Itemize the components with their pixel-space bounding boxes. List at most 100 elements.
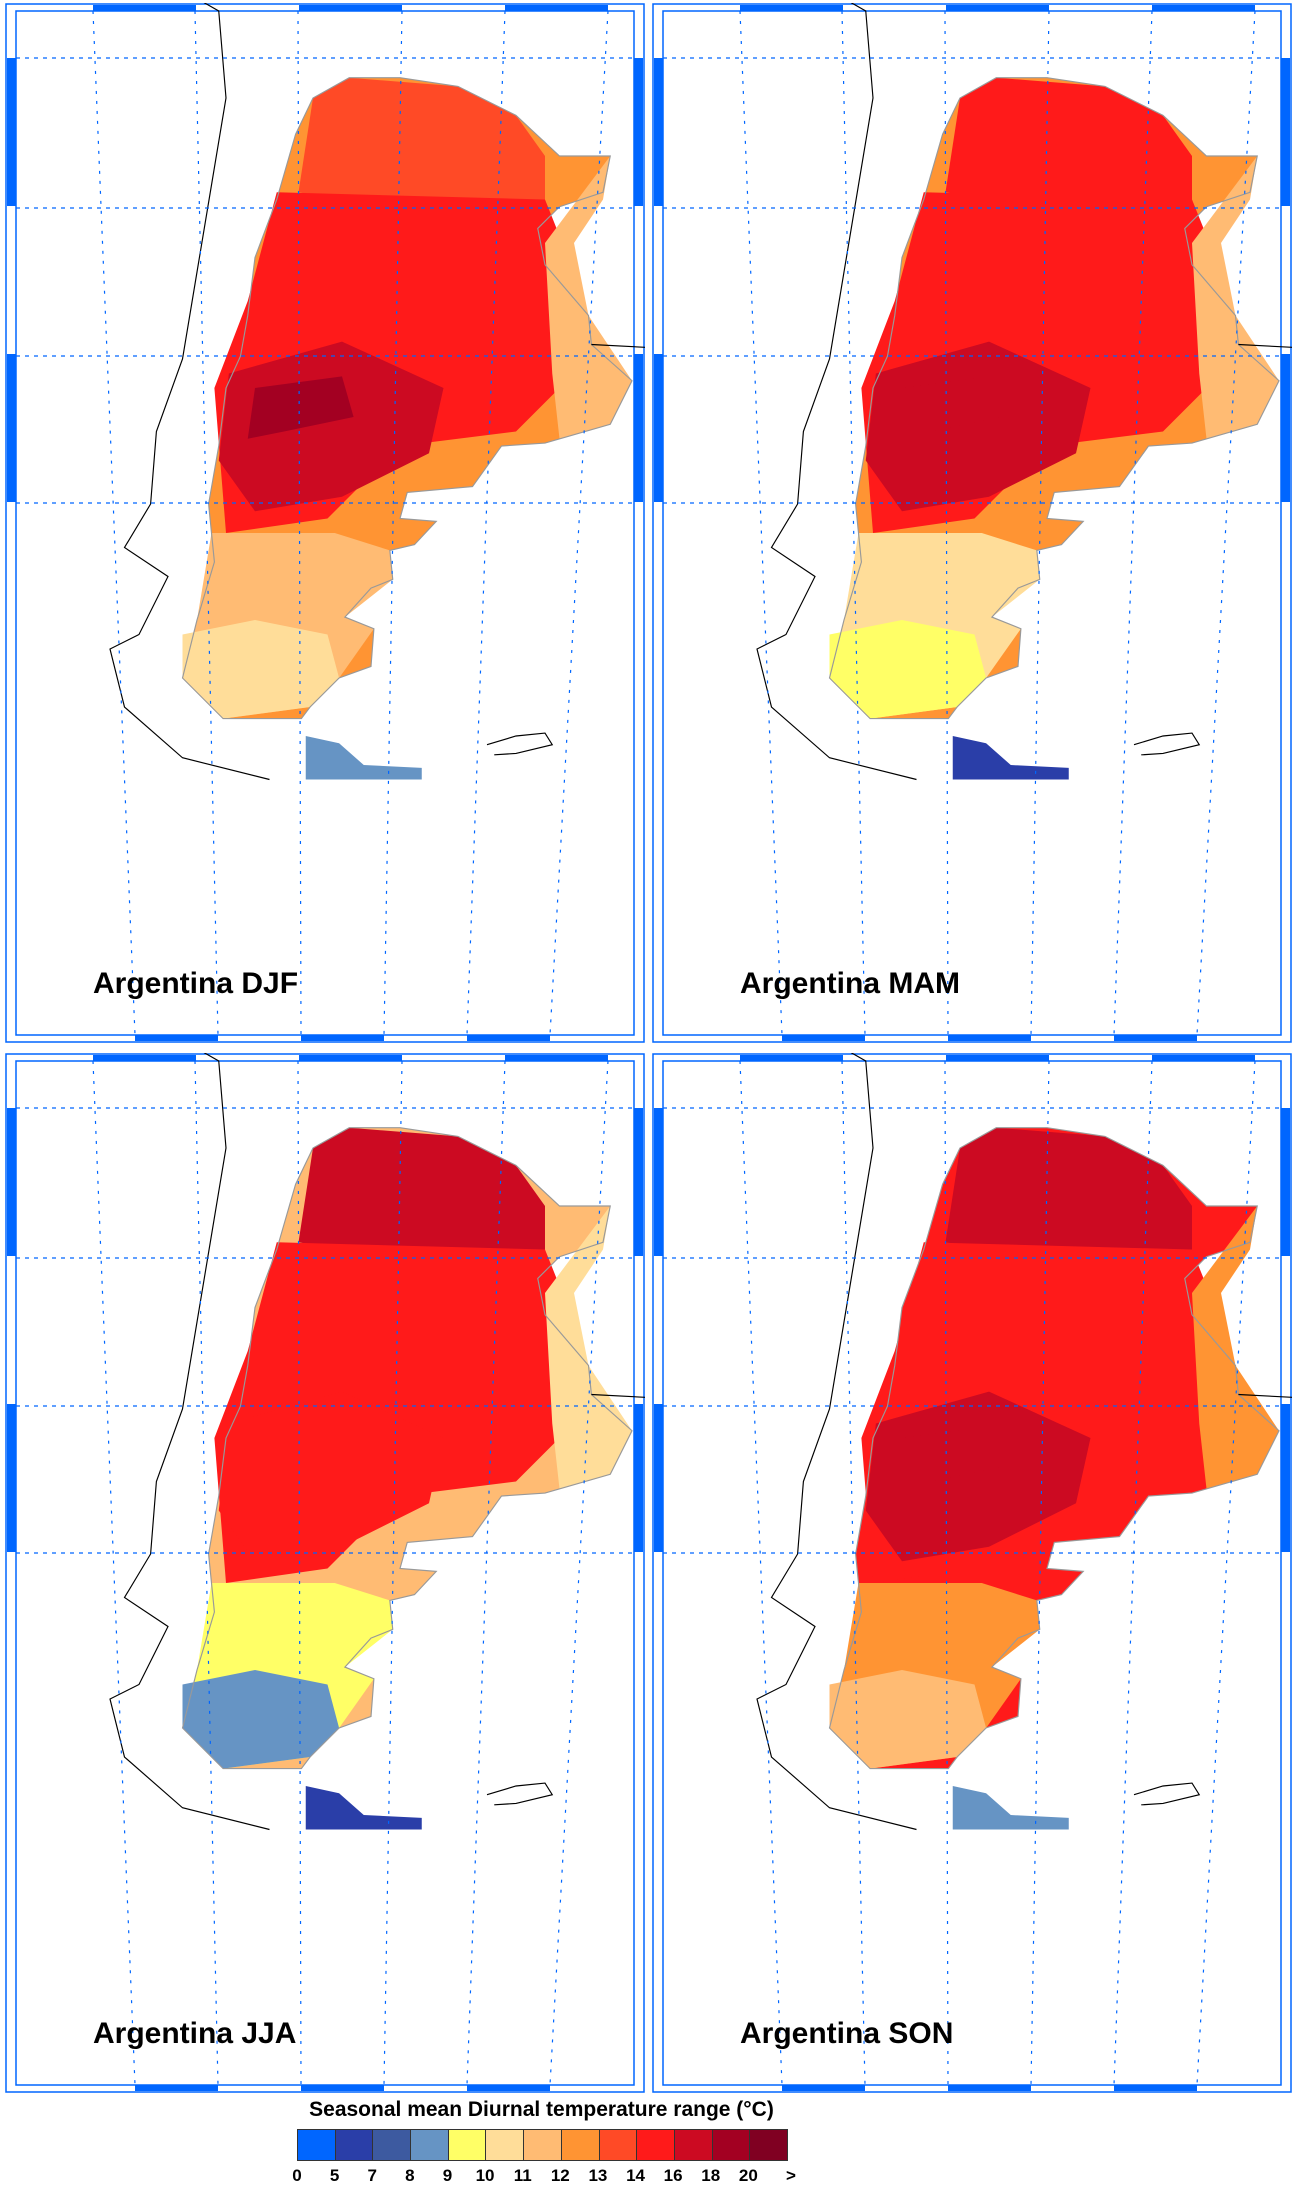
border-segment bbox=[135, 2085, 218, 2091]
argentina-border bbox=[181, 77, 633, 720]
chile-coastline bbox=[109, 1053, 270, 1831]
colorbar-tick-label: 8 bbox=[405, 2166, 415, 2185]
colorbar-swatch bbox=[448, 2130, 487, 2160]
colorbar bbox=[297, 2129, 788, 2161]
falklands-outline bbox=[486, 732, 554, 756]
grid-longitude bbox=[1196, 1060, 1256, 2086]
map-panel-djf: Argentina DJF bbox=[5, 3, 645, 1043]
border-segment bbox=[654, 1404, 663, 1552]
region-east bbox=[1192, 1206, 1279, 1489]
colorbar-tick-label: 11 bbox=[513, 2166, 532, 2185]
border-segment bbox=[946, 1055, 1049, 1061]
chile-coastline bbox=[756, 3, 917, 781]
colorbar-swatch bbox=[561, 2130, 600, 2160]
border-segment bbox=[634, 354, 643, 502]
map-group bbox=[109, 3, 645, 781]
colorbar-swatch bbox=[373, 2130, 412, 2160]
grid-longitude bbox=[549, 10, 609, 1036]
border-segment bbox=[948, 1035, 1031, 1041]
dtr-field bbox=[182, 1127, 632, 1830]
colorbar-swatch bbox=[335, 2130, 374, 2160]
uruguay-brazil-coastline bbox=[591, 343, 645, 348]
border-segment bbox=[946, 5, 1049, 11]
grid-longitude bbox=[194, 10, 219, 1036]
dtr-field bbox=[182, 77, 632, 780]
grid-longitude bbox=[1030, 1060, 1050, 2086]
region-east bbox=[545, 1206, 632, 1489]
colorbar-tick-label: 14 bbox=[626, 2166, 645, 2185]
border-segment bbox=[654, 58, 663, 206]
map-panel-jja: Argentina JJA bbox=[5, 1053, 645, 2093]
colorbar-tick-label: 9 bbox=[442, 2166, 453, 2185]
region-tdf bbox=[952, 736, 1069, 780]
border-segment bbox=[1281, 354, 1290, 502]
region-tdf bbox=[952, 1786, 1069, 1830]
map-svg: Argentina SON bbox=[652, 1053, 1292, 2093]
colorbar-swatch bbox=[411, 2130, 449, 2160]
panel-title: Argentina SON bbox=[740, 2017, 953, 2050]
falklands-outline bbox=[486, 1782, 554, 1806]
colorbar-tick-label: 12 bbox=[550, 2166, 570, 2185]
uruguay-brazil-coastline bbox=[591, 1393, 645, 1398]
uruguay-brazil-coastline bbox=[1238, 343, 1292, 348]
colorbar-swatch bbox=[712, 2130, 751, 2160]
grid-longitude bbox=[739, 10, 783, 1036]
colorbar-tick-label: > bbox=[786, 2166, 796, 2185]
map-svg: Argentina JJA bbox=[5, 1053, 645, 2093]
border-segment bbox=[7, 58, 16, 206]
colorbar-swatch bbox=[674, 2130, 713, 2160]
chile-coastline bbox=[756, 1053, 917, 1831]
region-core bbox=[218, 341, 444, 512]
falklands-outline bbox=[1133, 732, 1201, 756]
border-segment bbox=[1281, 1108, 1290, 1256]
border-segment bbox=[948, 2085, 1031, 2091]
colorbar-swatch bbox=[486, 2130, 525, 2160]
border-segment bbox=[654, 354, 663, 502]
border-segment bbox=[1152, 1055, 1255, 1061]
border-segment bbox=[634, 58, 643, 206]
border-segment bbox=[467, 2085, 550, 2091]
border-segment bbox=[1281, 1404, 1290, 1552]
colorbar-tick-label: 0 bbox=[292, 2166, 302, 2185]
border-segment bbox=[299, 5, 402, 11]
grid-longitude bbox=[297, 1060, 302, 2086]
region-east bbox=[1192, 156, 1279, 439]
region-deep bbox=[894, 1426, 1001, 1489]
border-segment bbox=[1281, 58, 1290, 206]
grid-longitude bbox=[549, 1060, 609, 2086]
border-segment bbox=[654, 1108, 663, 1256]
map-svg: Argentina DJF bbox=[5, 3, 645, 1043]
region-north bbox=[298, 77, 545, 207]
border-segment bbox=[93, 1055, 196, 1061]
chile-coastline bbox=[109, 3, 270, 781]
grid-longitude bbox=[1030, 10, 1050, 1036]
border-segment bbox=[93, 5, 196, 11]
grid-longitude bbox=[194, 1060, 219, 2086]
grid-longitude bbox=[383, 1060, 403, 2086]
colorbar-tick-label: 18 bbox=[701, 2166, 721, 2185]
border-segment bbox=[301, 2085, 384, 2091]
colorbar-tick-label: 20 bbox=[738, 2166, 758, 2185]
region-north bbox=[945, 1127, 1192, 1257]
map-svg: Argentina MAM bbox=[652, 3, 1292, 1043]
grid-longitude bbox=[841, 1060, 866, 2086]
colorbar-swatch bbox=[524, 2130, 562, 2160]
border-segment bbox=[782, 1035, 865, 1041]
colorbar-tick-label: 10 bbox=[475, 2166, 495, 2185]
border-segment bbox=[634, 1404, 643, 1552]
argentina-border bbox=[828, 1127, 1280, 1770]
grid-longitude bbox=[739, 1060, 783, 2086]
region-deep bbox=[247, 376, 354, 439]
border-segment bbox=[7, 1404, 16, 1552]
border-segment bbox=[505, 5, 608, 11]
grid-longitude bbox=[841, 10, 866, 1036]
colorbar-tick-label: 7 bbox=[367, 2166, 377, 2185]
region-north bbox=[945, 77, 1192, 207]
grid-longitude bbox=[944, 1060, 949, 2086]
colorbar-swatch bbox=[637, 2130, 675, 2160]
region-east bbox=[545, 156, 632, 439]
grid-longitude bbox=[1113, 1060, 1153, 2086]
border-segment bbox=[740, 1055, 843, 1061]
region-north bbox=[298, 1127, 545, 1257]
colorbar-tick-label: 5 bbox=[329, 2166, 340, 2185]
